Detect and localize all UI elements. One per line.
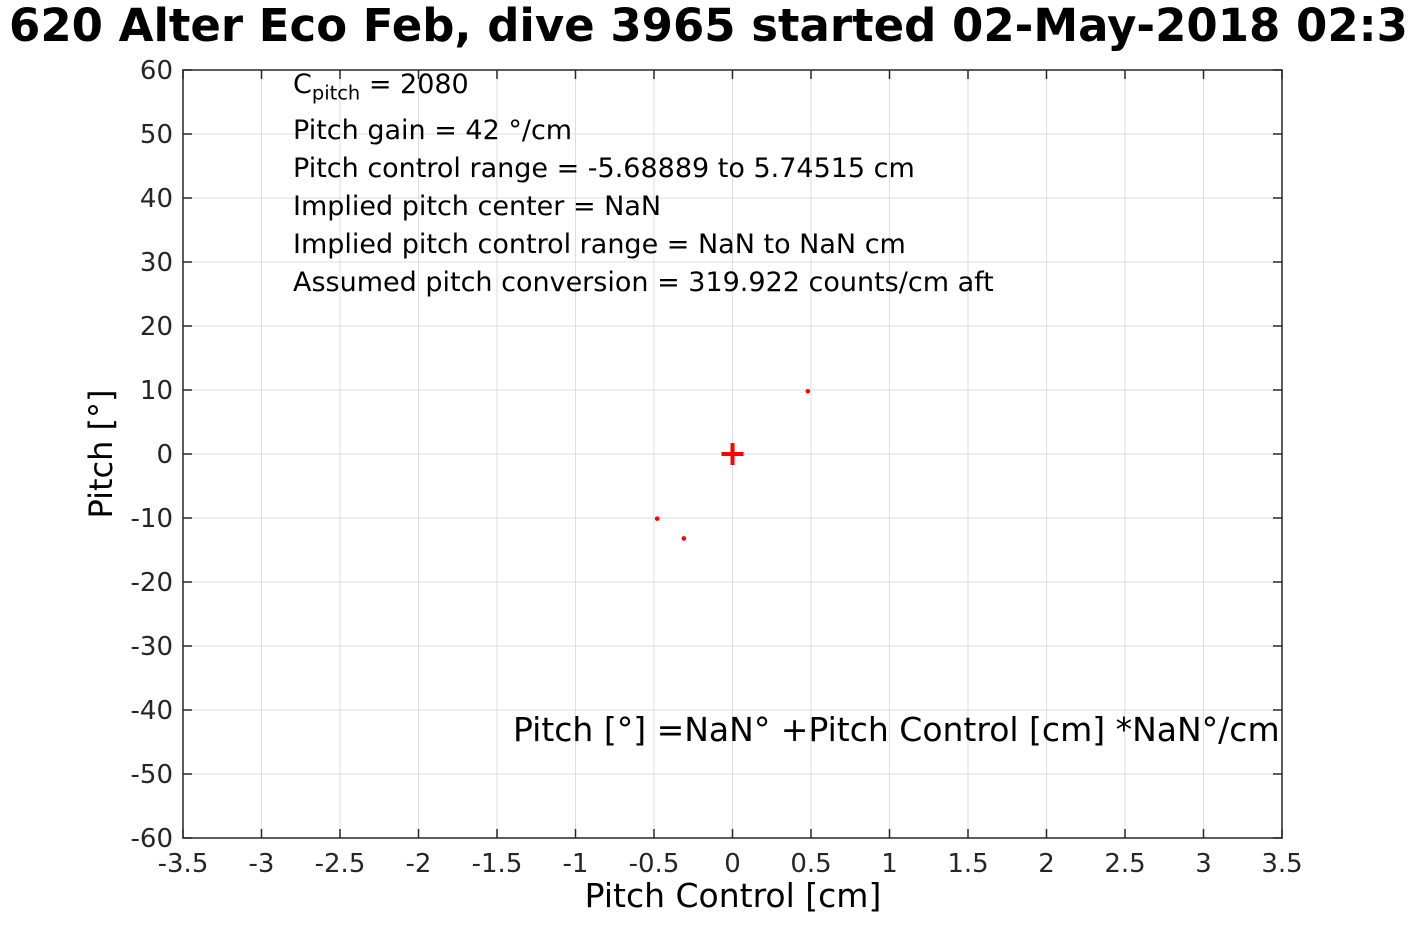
info-line-implied-pitch-center: Implied pitch center = NaN xyxy=(293,191,662,223)
cpitch-base: C xyxy=(293,69,312,100)
cpitch-subscript: pitch xyxy=(311,81,361,105)
x-tick-label: 2.5 xyxy=(1104,849,1145,879)
x-tick-label: -3 xyxy=(249,849,275,879)
y-tick-label: -20 xyxy=(131,568,173,598)
x-tick-label: 3 xyxy=(1195,849,1212,879)
x-tick-label: 0.5 xyxy=(790,849,831,879)
y-tick-label: 10 xyxy=(140,376,173,406)
x-tick-label: -1.5 xyxy=(472,849,523,879)
x-tick-label: -3.5 xyxy=(158,849,209,879)
y-tick-label: -10 xyxy=(131,504,173,534)
cpitch-value: = 2080 xyxy=(360,69,469,100)
y-tick-label: 60 xyxy=(140,56,173,86)
info-line-assumed-pitch-conversion: Assumed pitch conversion = 319.922 count… xyxy=(293,267,994,299)
y-tick-label: -40 xyxy=(131,696,173,726)
x-tick-label: -2.5 xyxy=(315,849,366,879)
info-line-pitch-gain: Pitch gain = 42 °/cm xyxy=(293,115,573,147)
y-tick-label: -50 xyxy=(131,760,173,790)
y-tick-label: 20 xyxy=(140,312,173,342)
axes-box xyxy=(182,69,1283,839)
x-tick-label: 3.5 xyxy=(1261,849,1302,879)
fit-equation-text: Pitch [°] =NaN° +Pitch Control [cm] *NaN… xyxy=(513,710,1280,749)
x-tick-label: -1 xyxy=(563,849,589,879)
data-point-dot xyxy=(805,388,811,394)
y-tick-label: -30 xyxy=(131,632,173,662)
y-tick-label: 50 xyxy=(140,120,173,150)
y-tick-label: -60 xyxy=(131,824,173,854)
figure-title: 620 Alter Eco Feb, dive 3965 started 02-… xyxy=(9,0,1408,52)
x-tick-label: 1 xyxy=(881,849,898,879)
info-line-pitch-control-range: Pitch control range = -5.68889 to 5.7451… xyxy=(293,153,915,185)
info-line-implied-pitch-control-range: Implied pitch control range = NaN to NaN… xyxy=(293,229,906,261)
x-tick-label: 1.5 xyxy=(947,849,988,879)
y-tick-label: 30 xyxy=(140,248,173,278)
x-tick-label: 0 xyxy=(724,849,741,879)
x-tick-label: -2 xyxy=(406,849,432,879)
info-line-cpitch: Cpitch = 2080 xyxy=(293,66,994,112)
data-point-dot xyxy=(681,536,687,541)
y-tick-label: 40 xyxy=(140,184,173,214)
x-tick-label: 2 xyxy=(1038,849,1055,879)
x-tick-label: -0.5 xyxy=(629,849,680,879)
calibration-info-block: Cpitch = 2080 Pitch gain = 42 °/cm Pitch… xyxy=(293,66,994,302)
x-axis-label: Pitch Control [cm] xyxy=(584,876,882,915)
y-axis-label: Pitch [°] xyxy=(82,389,120,519)
data-point-dot xyxy=(654,516,660,521)
y-tick-label: 0 xyxy=(156,440,173,470)
